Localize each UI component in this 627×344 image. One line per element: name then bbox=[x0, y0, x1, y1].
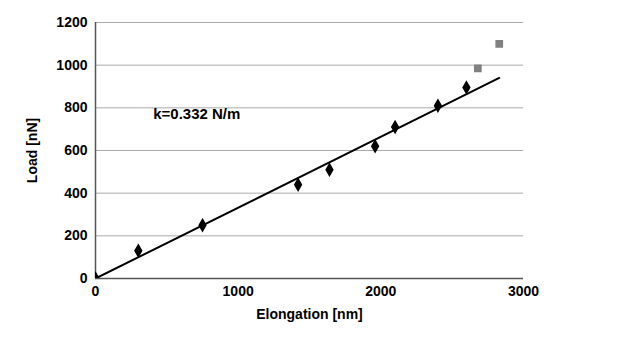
svg-text:1200: 1200 bbox=[56, 14, 87, 30]
svg-text:3000: 3000 bbox=[508, 283, 539, 299]
svg-text:k=0.332 N/m: k=0.332 N/m bbox=[153, 105, 240, 122]
svg-text:2000: 2000 bbox=[365, 283, 396, 299]
svg-text:Elongation [nm]: Elongation [nm] bbox=[256, 306, 363, 322]
svg-text:0: 0 bbox=[92, 283, 100, 299]
svg-text:200: 200 bbox=[64, 227, 88, 243]
svg-text:Load [nN]: Load [nN] bbox=[24, 118, 40, 183]
svg-text:400: 400 bbox=[64, 185, 88, 201]
svg-text:1000: 1000 bbox=[56, 57, 87, 73]
svg-text:1000: 1000 bbox=[223, 283, 254, 299]
svg-text:600: 600 bbox=[64, 142, 88, 158]
svg-text:800: 800 bbox=[64, 99, 88, 115]
svg-text:0: 0 bbox=[80, 270, 88, 286]
